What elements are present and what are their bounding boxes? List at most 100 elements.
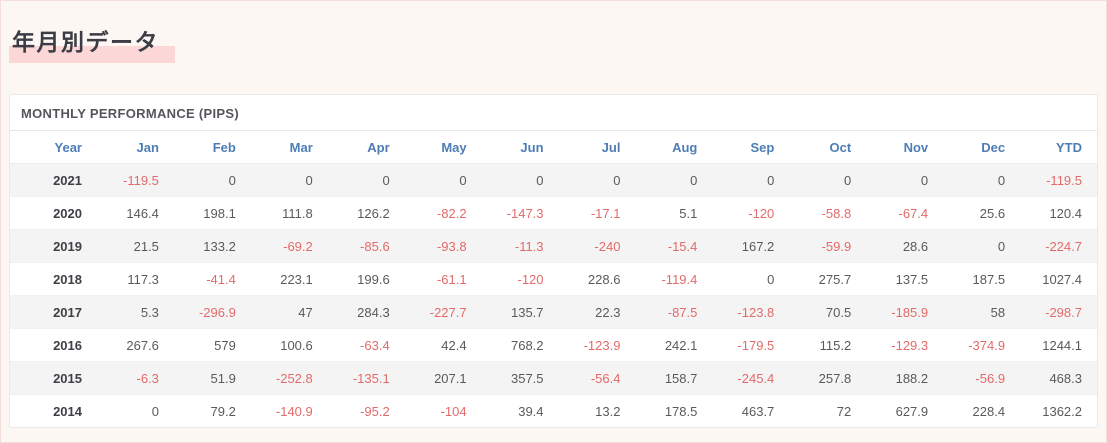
value-cell: 0 <box>997 238 1006 254</box>
value-cell: 135.7 <box>510 304 544 320</box>
value-cell: 463.7 <box>741 403 775 419</box>
value-cell: 0 <box>997 172 1006 188</box>
value-cell: -6.3 <box>136 370 159 386</box>
table-row: 2015 -6.3 51.9 -252.8 -135.1 207.1 357.5 -56.4 1… <box>10 361 1097 395</box>
value-cell: 228.4 <box>972 403 1006 419</box>
value-cell: -119.4 <box>661 271 698 287</box>
value-cell: -296.9 <box>198 304 236 320</box>
value-cell: 579 <box>214 337 236 353</box>
value-cell: 1362.2 <box>1042 403 1082 419</box>
value-cell: -240 <box>594 238 621 254</box>
value-cell: 0 <box>613 172 621 188</box>
table-row: 2017 5.3 -296.9 47 284.3 -227.7 135.7 22.3 -87.5… <box>10 295 1097 329</box>
year-cell: 2016 <box>53 337 82 353</box>
value-cell: 0 <box>228 172 236 188</box>
column-header-feb: Feb <box>173 131 251 164</box>
value-cell: 21.5 <box>133 238 159 254</box>
value-cell: -227.7 <box>429 304 467 320</box>
value-cell: 115.2 <box>819 337 852 353</box>
value-cell: 627.9 <box>895 403 929 419</box>
value-cell: 70.5 <box>825 304 852 320</box>
value-cell: 5.3 <box>140 304 159 320</box>
table-row: 2014 0 79.2 -140.9 -95.2 -104 39.4 13.2 178.5 463… <box>10 395 1097 428</box>
value-cell: -85.6 <box>360 238 390 254</box>
value-cell: -179.5 <box>737 337 775 353</box>
value-cell: 267.6 <box>126 337 159 353</box>
value-cell: 22.3 <box>595 304 621 320</box>
value-cell: 0 <box>767 172 775 188</box>
page-title: 年月別データ <box>9 23 175 63</box>
value-cell: 1027.4 <box>1042 271 1082 287</box>
table-row: 2020 146.4 198.1 111.8 126.2 -82.2 -147.3 -17.1… <box>10 197 1097 230</box>
column-header-jan: Jan <box>97 131 174 164</box>
value-cell: 158.7 <box>664 370 698 386</box>
column-header-aug: Aug <box>635 131 713 164</box>
value-cell: -11.3 <box>514 238 544 254</box>
value-cell: 284.3 <box>357 304 390 320</box>
table-row: 2021 -119.5 0 0 0 0 0 0 0 0 0 0 0 -119.5 <box>10 163 1097 197</box>
monthly-performance-table: Year Jan Feb Mar Apr May Jun Jul Aug Sep Oct Nov Dec… <box>10 131 1097 427</box>
value-cell: -120 <box>517 271 544 287</box>
value-cell: -95.2 <box>360 403 390 419</box>
value-cell: -56.4 <box>590 370 621 386</box>
value-cell: -17.1 <box>590 205 621 221</box>
value-cell: 0 <box>920 172 929 188</box>
value-cell: 357.5 <box>510 370 544 386</box>
value-cell: 198.1 <box>203 205 236 221</box>
value-cell: -140.9 <box>275 403 313 419</box>
value-cell: 133.2 <box>203 238 236 254</box>
value-cell: -374.9 <box>968 337 1006 353</box>
value-cell: 257.8 <box>818 370 852 386</box>
table-row: 2018 117.3 -41.4 223.1 199.6 -61.1 -120 228.6 -1… <box>10 263 1097 296</box>
value-cell: -252.8 <box>275 370 313 386</box>
year-cell: 2017 <box>53 304 82 320</box>
value-cell: 5.1 <box>679 205 698 221</box>
value-cell: 100.6 <box>280 337 313 353</box>
table-body: 2021 -119.5 0 0 0 0 0 0 0 0 0 0 0 -119.5 2020 146.4 198.… <box>10 163 1097 428</box>
value-cell: -245.4 <box>737 370 775 386</box>
table-header-row: Year Jan Feb Mar Apr May Jun Jul Aug Sep Oct Nov Dec… <box>10 131 1097 164</box>
value-cell: -104 <box>440 403 467 419</box>
year-cell: 2020 <box>53 205 82 221</box>
value-cell: -59.9 <box>821 238 852 254</box>
year-cell: 2015 <box>53 370 82 386</box>
value-cell: 468.3 <box>1049 370 1082 386</box>
column-header-dec: Dec <box>943 131 1021 164</box>
value-cell: -61.1 <box>436 271 467 287</box>
value-cell: 42.4 <box>441 337 467 353</box>
value-cell: 0 <box>690 172 698 188</box>
value-cell: 188.2 <box>895 370 929 386</box>
column-header-sep: Sep <box>712 131 790 164</box>
value-cell: -58.8 <box>821 205 852 221</box>
value-cell: -15.4 <box>667 238 698 254</box>
value-cell: 111.8 <box>282 205 313 221</box>
column-header-ytd: YTD <box>1020 131 1097 164</box>
table-row: 2019 21.5 133.2 -69.2 -85.6 -93.8 -11.3 -240 -15… <box>10 229 1097 263</box>
monthly-performance-card: MONTHLY PERFORMANCE (PIPS) Year Jan Feb Mar… <box>9 94 1098 428</box>
table-head: Year Jan Feb Mar Apr May Jun Jul Aug Sep Oct Nov Dec… <box>10 131 1097 164</box>
value-cell: 28.6 <box>902 238 929 254</box>
value-cell: 0 <box>843 172 852 188</box>
value-cell: 223.1 <box>280 271 313 287</box>
value-cell: 146.4 <box>126 205 159 221</box>
value-cell: -185.9 <box>891 304 929 320</box>
value-cell: -135.1 <box>352 370 390 386</box>
column-header-year: Year <box>10 131 97 164</box>
value-cell: -298.7 <box>1045 304 1082 320</box>
value-cell: 58 <box>990 304 1006 320</box>
value-cell: 207.1 <box>434 370 467 386</box>
value-cell: 79.2 <box>210 403 236 419</box>
value-cell: 0 <box>767 271 775 287</box>
value-cell: 0 <box>536 172 544 188</box>
value-cell: 120.4 <box>1049 205 1082 221</box>
value-cell: -67.4 <box>898 205 929 221</box>
value-cell: 167.2 <box>741 238 775 254</box>
column-header-mar: Mar <box>250 131 328 164</box>
value-cell: -147.3 <box>506 205 544 221</box>
value-cell: 178.5 <box>664 403 698 419</box>
value-cell: 137.5 <box>895 271 929 287</box>
column-header-nov: Nov <box>866 131 944 164</box>
column-header-oct: Oct <box>789 131 867 164</box>
value-cell: 275.7 <box>818 271 852 287</box>
